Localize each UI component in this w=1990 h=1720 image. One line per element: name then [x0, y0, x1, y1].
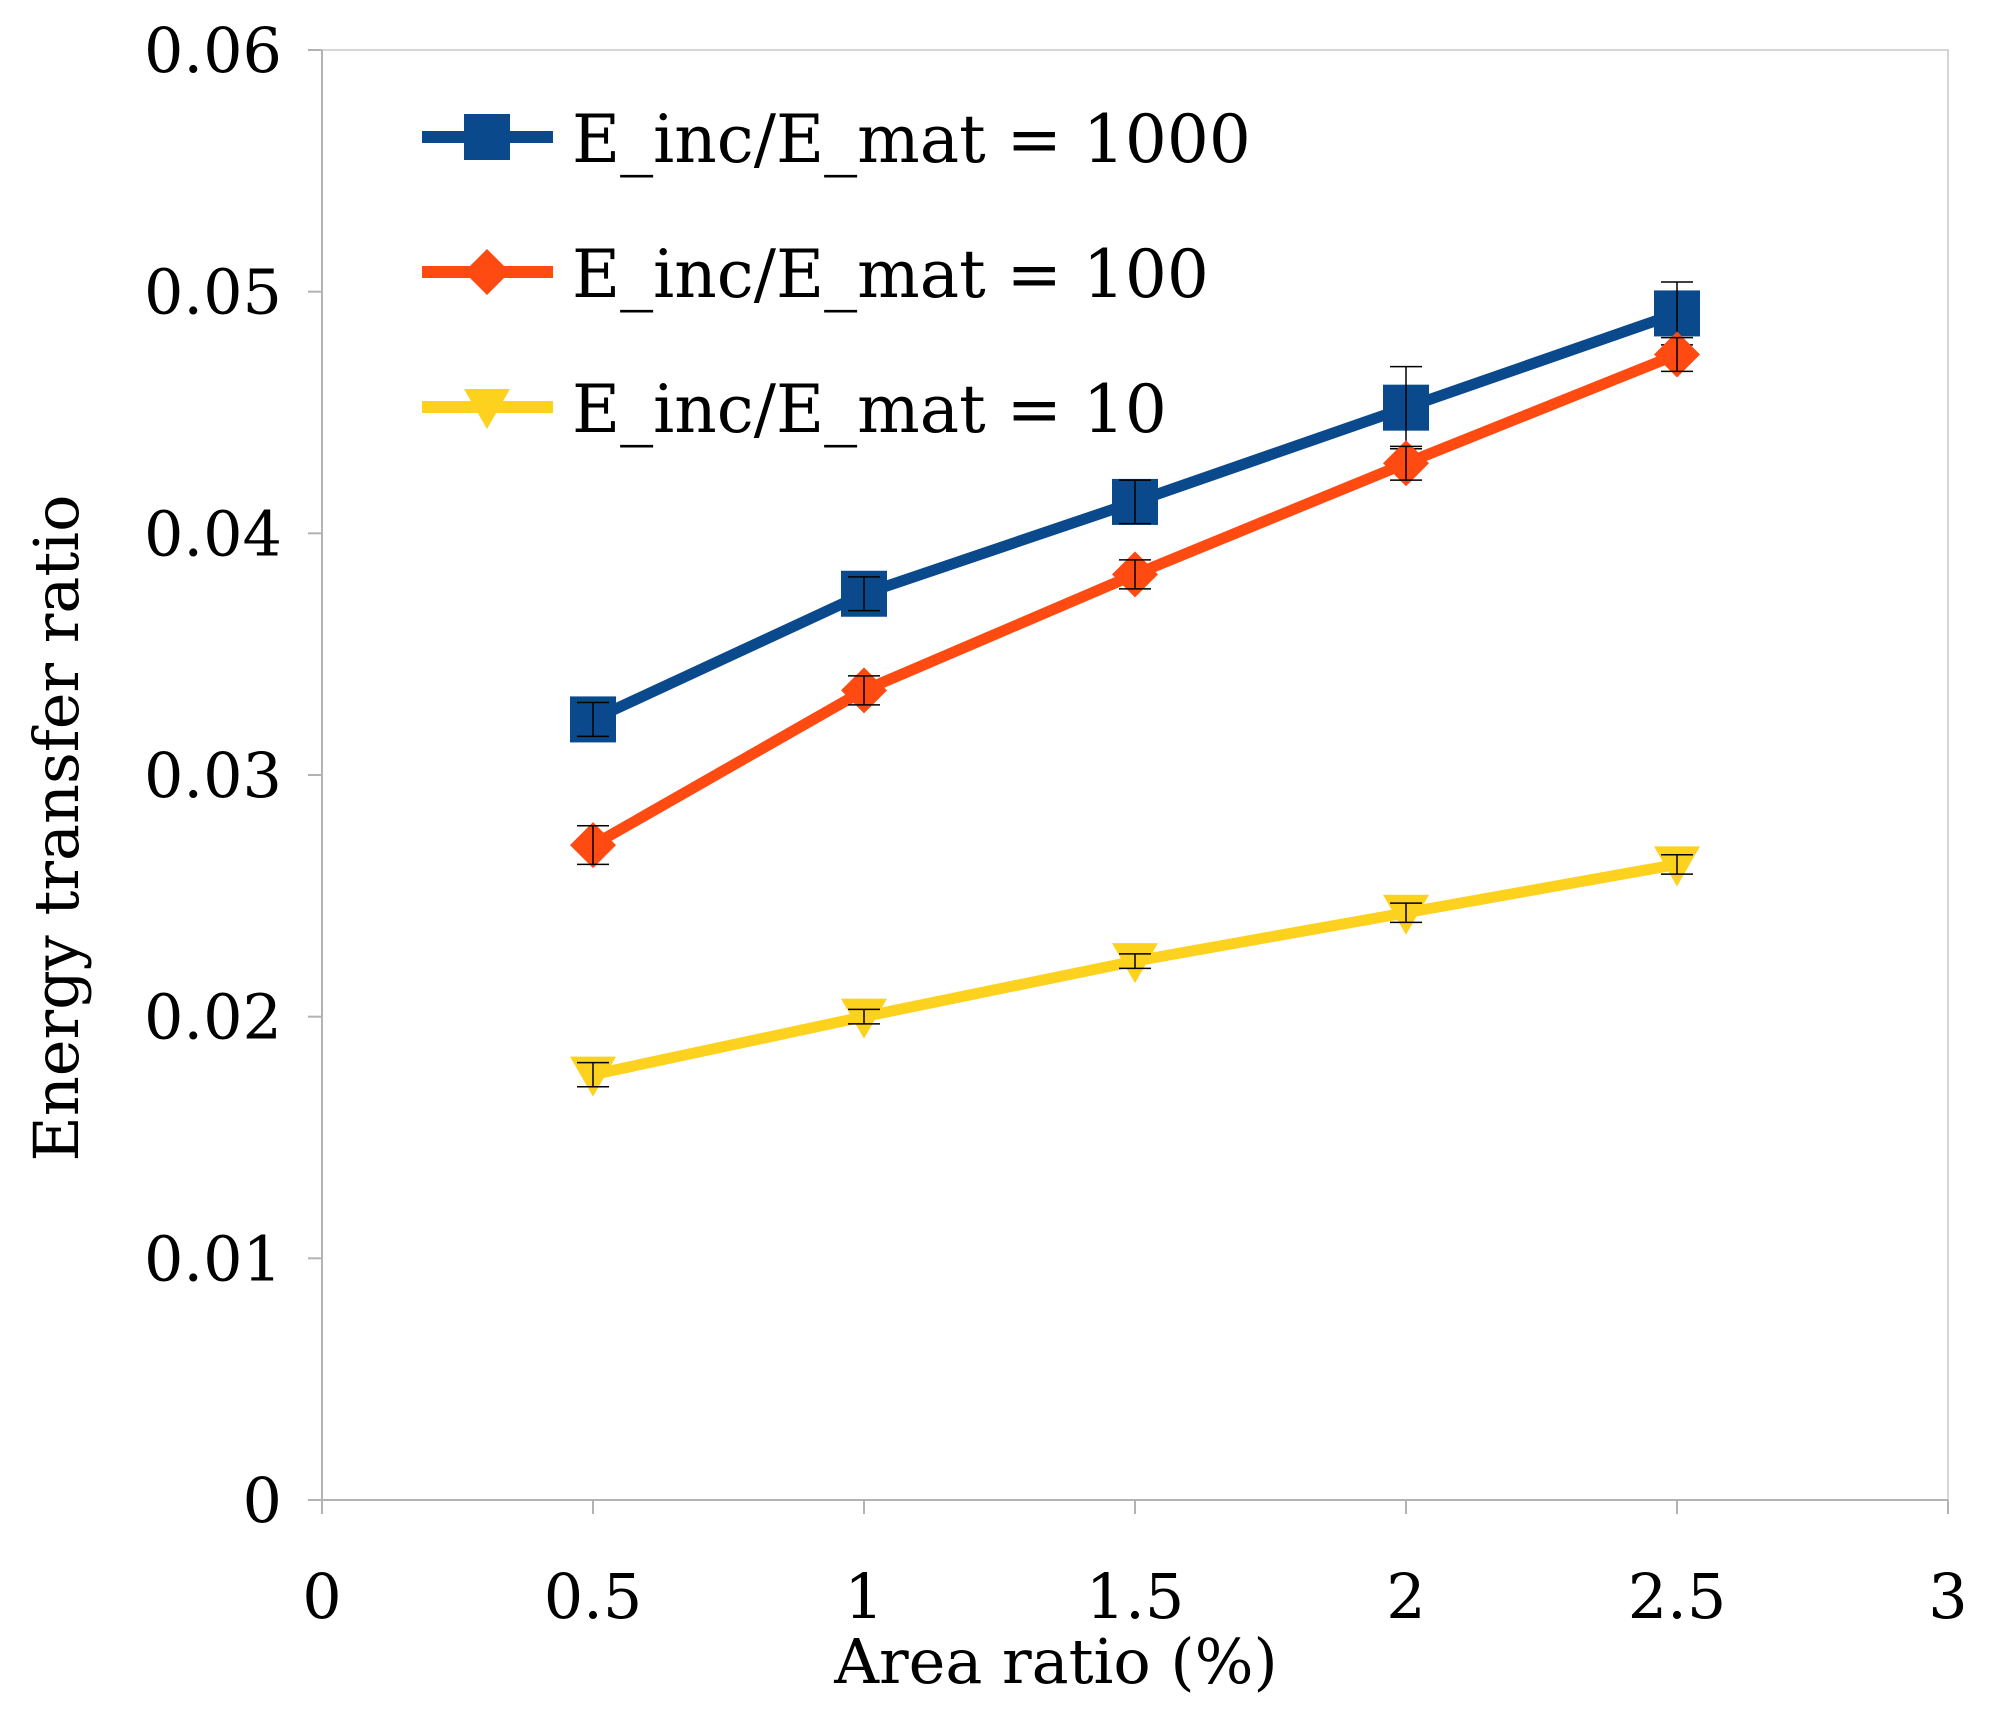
x-tick-labels: 0 0.5 1 1.5 2 2.5 3: [302, 1560, 1967, 1633]
legend-label-100: E_inc/E_mat = 100: [572, 236, 1209, 313]
y-tick-label: 0.06: [144, 14, 282, 87]
legend-marker: [464, 114, 510, 160]
plot-axes: [308, 49, 1949, 1514]
series-2: [570, 846, 1700, 1097]
x-tick-label: 1.5: [1086, 1560, 1185, 1633]
legend-label-1000: E_inc/E_mat = 1000: [572, 101, 1251, 178]
x-tick-label: 1: [844, 1560, 883, 1633]
x-tick-label: 0.5: [544, 1560, 643, 1633]
legend-marker: [464, 389, 510, 429]
series-1: [570, 331, 1700, 869]
y-tick-label: 0.05: [144, 256, 282, 329]
x-tick-label: 2: [1386, 1560, 1425, 1633]
y-tick-label: 0.03: [144, 739, 282, 812]
x-tick-label: 2.5: [1628, 1560, 1727, 1633]
y-axis-title: Energy transfer ratio: [20, 495, 93, 1162]
y-tick-labels: 0 0.01 0.02 0.03 0.04 0.05 0.06: [144, 14, 282, 1537]
y-tick-label: 0.01: [144, 1222, 282, 1295]
x-tick-label: 3: [1928, 1560, 1967, 1633]
y-tick-label: 0.02: [144, 981, 282, 1054]
y-tick-label: 0.04: [144, 497, 282, 570]
x-tick-label: 0: [302, 1560, 341, 1633]
legend-marker: [464, 249, 510, 295]
x-axis-title: Area ratio (%): [833, 1625, 1277, 1698]
series-0: [570, 281, 1700, 743]
y-tick-label: 0: [243, 1464, 282, 1537]
legend-label-10: E_inc/E_mat = 10: [572, 371, 1167, 448]
legend: E_inc/E_mat = 1000 E_inc/E_mat = 100 E_i…: [422, 101, 1251, 448]
